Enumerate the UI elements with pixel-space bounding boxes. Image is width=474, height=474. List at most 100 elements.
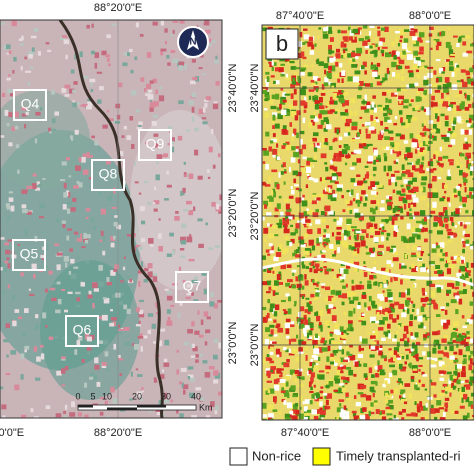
texture	[432, 331, 438, 336]
texture	[153, 101, 159, 107]
texture	[466, 341, 472, 345]
texture	[290, 224, 294, 227]
texture	[358, 80, 364, 86]
texture	[336, 187, 343, 192]
texture	[430, 364, 437, 368]
texture	[342, 209, 346, 213]
texture	[103, 339, 109, 345]
texture	[418, 364, 423, 367]
texture	[380, 105, 385, 112]
texture	[349, 300, 355, 304]
texture	[295, 357, 302, 362]
texture	[26, 211, 32, 215]
texture	[400, 117, 403, 124]
texture	[432, 124, 437, 129]
texture	[73, 185, 79, 189]
texture	[431, 95, 435, 101]
texture	[360, 240, 366, 247]
texture	[351, 64, 358, 68]
texture	[460, 221, 463, 227]
texture	[349, 243, 355, 247]
texture	[388, 350, 395, 353]
texture	[425, 416, 429, 420]
texture	[354, 212, 361, 218]
texture	[93, 375, 98, 381]
texture	[335, 290, 342, 296]
texture	[271, 169, 278, 173]
texture	[295, 276, 301, 282]
latitude-label: 23°40'0"N	[227, 63, 239, 112]
texture	[460, 255, 463, 258]
texture	[469, 301, 474, 306]
texture	[444, 210, 448, 217]
texture	[4, 242, 10, 246]
texture	[411, 365, 418, 370]
texture	[438, 156, 443, 161]
texture	[365, 133, 371, 139]
texture	[423, 89, 427, 95]
texture	[273, 311, 278, 317]
texture	[307, 199, 312, 203]
texture	[180, 367, 187, 372]
texture	[305, 184, 309, 189]
texture	[373, 223, 378, 229]
texture	[386, 289, 392, 292]
texture	[452, 232, 457, 238]
texture	[447, 257, 452, 263]
region-label: Q4	[21, 96, 40, 112]
texture	[410, 99, 414, 102]
texture	[317, 78, 321, 81]
texture	[289, 369, 296, 375]
texture	[286, 264, 292, 268]
texture	[295, 187, 300, 190]
texture	[462, 248, 465, 254]
texture	[464, 267, 467, 272]
texture	[404, 340, 409, 347]
texture	[351, 121, 358, 126]
texture	[451, 283, 455, 289]
texture	[471, 414, 474, 418]
texture	[445, 59, 450, 64]
texture	[4, 109, 9, 116]
texture	[282, 92, 287, 98]
texture	[198, 67, 203, 70]
texture	[264, 112, 269, 118]
texture	[213, 370, 219, 376]
texture	[423, 79, 429, 86]
texture	[445, 61, 451, 65]
texture	[131, 144, 135, 149]
texture	[191, 92, 197, 98]
texture	[385, 333, 390, 337]
texture	[285, 224, 288, 228]
texture	[364, 45, 370, 49]
texture	[353, 249, 357, 252]
texture	[470, 43, 474, 47]
texture	[472, 65, 474, 69]
texture	[339, 412, 346, 418]
texture	[358, 213, 364, 216]
texture	[268, 286, 273, 291]
texture	[319, 105, 324, 109]
texture	[460, 256, 465, 263]
texture	[304, 215, 308, 219]
texture	[386, 280, 389, 286]
texture	[465, 141, 468, 146]
texture	[383, 152, 387, 158]
texture	[400, 216, 404, 220]
texture	[161, 155, 167, 158]
texture	[268, 267, 273, 271]
texture	[407, 213, 412, 217]
texture	[467, 78, 474, 85]
texture	[373, 364, 377, 368]
texture	[42, 177, 46, 180]
texture	[369, 207, 374, 213]
texture	[457, 256, 461, 262]
texture	[462, 360, 466, 365]
texture	[310, 120, 315, 126]
texture	[334, 378, 340, 384]
texture	[273, 379, 279, 384]
texture	[315, 209, 319, 213]
texture	[8, 112, 13, 118]
texture	[152, 276, 158, 282]
texture	[291, 81, 296, 85]
